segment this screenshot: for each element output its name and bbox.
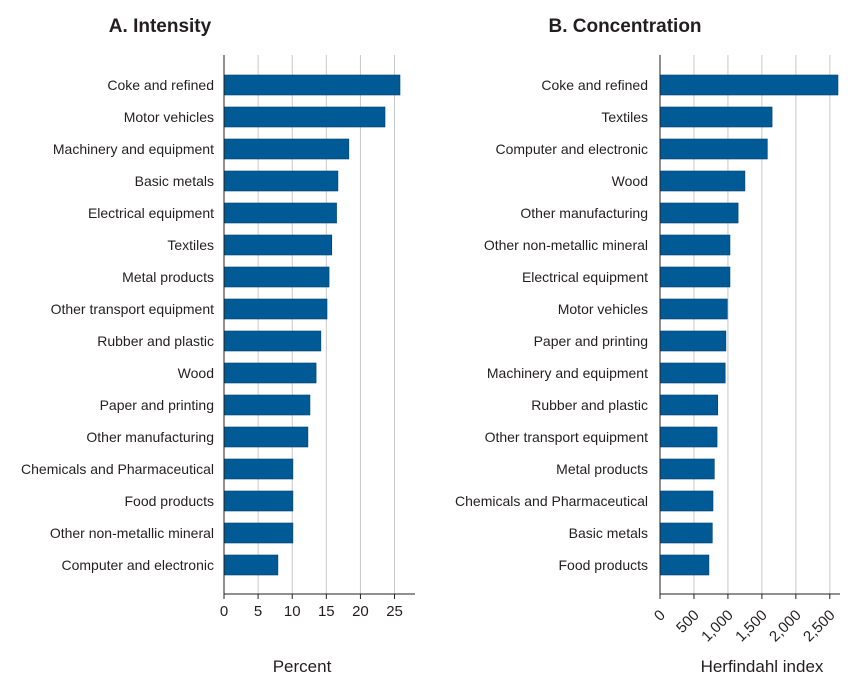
- chart-title: A. Intensity: [109, 16, 212, 37]
- category-label: Basic metals: [569, 525, 648, 541]
- category-label: Other non-metallic mineral: [484, 237, 648, 253]
- category-label: Electrical equipment: [522, 269, 648, 285]
- bar: [659, 394, 719, 416]
- bar: [659, 298, 728, 320]
- bar: [659, 458, 715, 480]
- category-label: Wood: [178, 365, 214, 381]
- category-label: Other transport equipment: [485, 429, 649, 445]
- bar: [659, 554, 710, 576]
- chart-title: B. Concentration: [548, 16, 701, 37]
- category-label: Machinery and equipment: [487, 365, 648, 381]
- bar: [659, 234, 731, 256]
- category-label: Rubber and plastic: [97, 333, 214, 349]
- category-label: Other transport equipment: [51, 301, 215, 317]
- bar: [659, 330, 727, 352]
- category-label: Wood: [612, 173, 648, 189]
- category-label: Basic metals: [135, 173, 214, 189]
- tick-label: 25: [386, 603, 403, 620]
- x-axis-title: Herfindahl index: [701, 657, 824, 676]
- tick-label: 20: [352, 603, 369, 620]
- category-label: Food products: [125, 493, 215, 509]
- category-label: Motor vehicles: [558, 301, 648, 317]
- tick-label: 15: [318, 603, 335, 620]
- panel-concentration: B. Concentration Coke and refined Textiles…: [455, 16, 840, 676]
- bar: [223, 74, 401, 96]
- panel-intensity: A. Intensity Coke and refined Motor vehicl…: [21, 16, 415, 676]
- bar: [223, 138, 350, 160]
- category-label: Metal products: [122, 269, 214, 285]
- bar: [223, 394, 311, 416]
- bar: [223, 490, 294, 512]
- category-label: Textiles: [167, 237, 214, 253]
- category-label: Metal products: [556, 461, 648, 477]
- bar: [659, 138, 768, 160]
- bar: [223, 202, 337, 224]
- bar: [223, 234, 333, 256]
- category-label: Electrical equipment: [88, 205, 214, 221]
- tick-label: 0: [651, 607, 669, 625]
- tick-label: 2,000: [766, 607, 805, 646]
- bar: [223, 106, 386, 128]
- bar: [223, 330, 322, 352]
- bar: [223, 298, 328, 320]
- category-label: Coke and refined: [107, 77, 214, 93]
- tick-label: 1,500: [732, 607, 771, 646]
- x-axis-title: Percent: [273, 657, 332, 676]
- category-label: Paper and printing: [100, 397, 214, 413]
- bar: [223, 362, 317, 384]
- bar: [223, 458, 294, 480]
- bar: [659, 490, 714, 512]
- category-label: Other non-metallic mineral: [50, 525, 214, 541]
- category-label: Food products: [559, 557, 649, 573]
- category-label: Other manufacturing: [520, 205, 648, 221]
- category-label: Coke and refined: [541, 77, 648, 93]
- category-label: Motor vehicles: [124, 109, 214, 125]
- bar: [223, 554, 279, 576]
- bar: [223, 266, 330, 288]
- bar: [659, 266, 731, 288]
- bar: [223, 170, 339, 192]
- category-label: Computer and electronic: [61, 557, 214, 573]
- category-label: Machinery and equipment: [53, 141, 214, 157]
- tick-label: 2,500: [800, 607, 839, 646]
- bar: [223, 522, 294, 544]
- category-label: Other manufacturing: [86, 429, 214, 445]
- bar: [659, 74, 839, 96]
- category-label: Textiles: [601, 109, 648, 125]
- category-label: Computer and electronic: [495, 141, 648, 157]
- tick-label: 1,000: [698, 607, 737, 646]
- category-label: Chemicals and Pharmaceutical: [455, 493, 648, 509]
- tick-label: 0: [220, 603, 228, 620]
- tick-label: 10: [284, 603, 301, 620]
- category-label: Paper and printing: [534, 333, 648, 349]
- bar: [659, 426, 718, 448]
- category-label: Rubber and plastic: [531, 397, 648, 413]
- bar: [659, 106, 773, 128]
- bar: [659, 362, 726, 384]
- bar: [659, 522, 713, 544]
- category-label: Chemicals and Pharmaceutical: [21, 461, 214, 477]
- bar: [223, 426, 309, 448]
- bar: [659, 170, 746, 192]
- tick-label: 5: [254, 603, 262, 620]
- bar: [659, 202, 739, 224]
